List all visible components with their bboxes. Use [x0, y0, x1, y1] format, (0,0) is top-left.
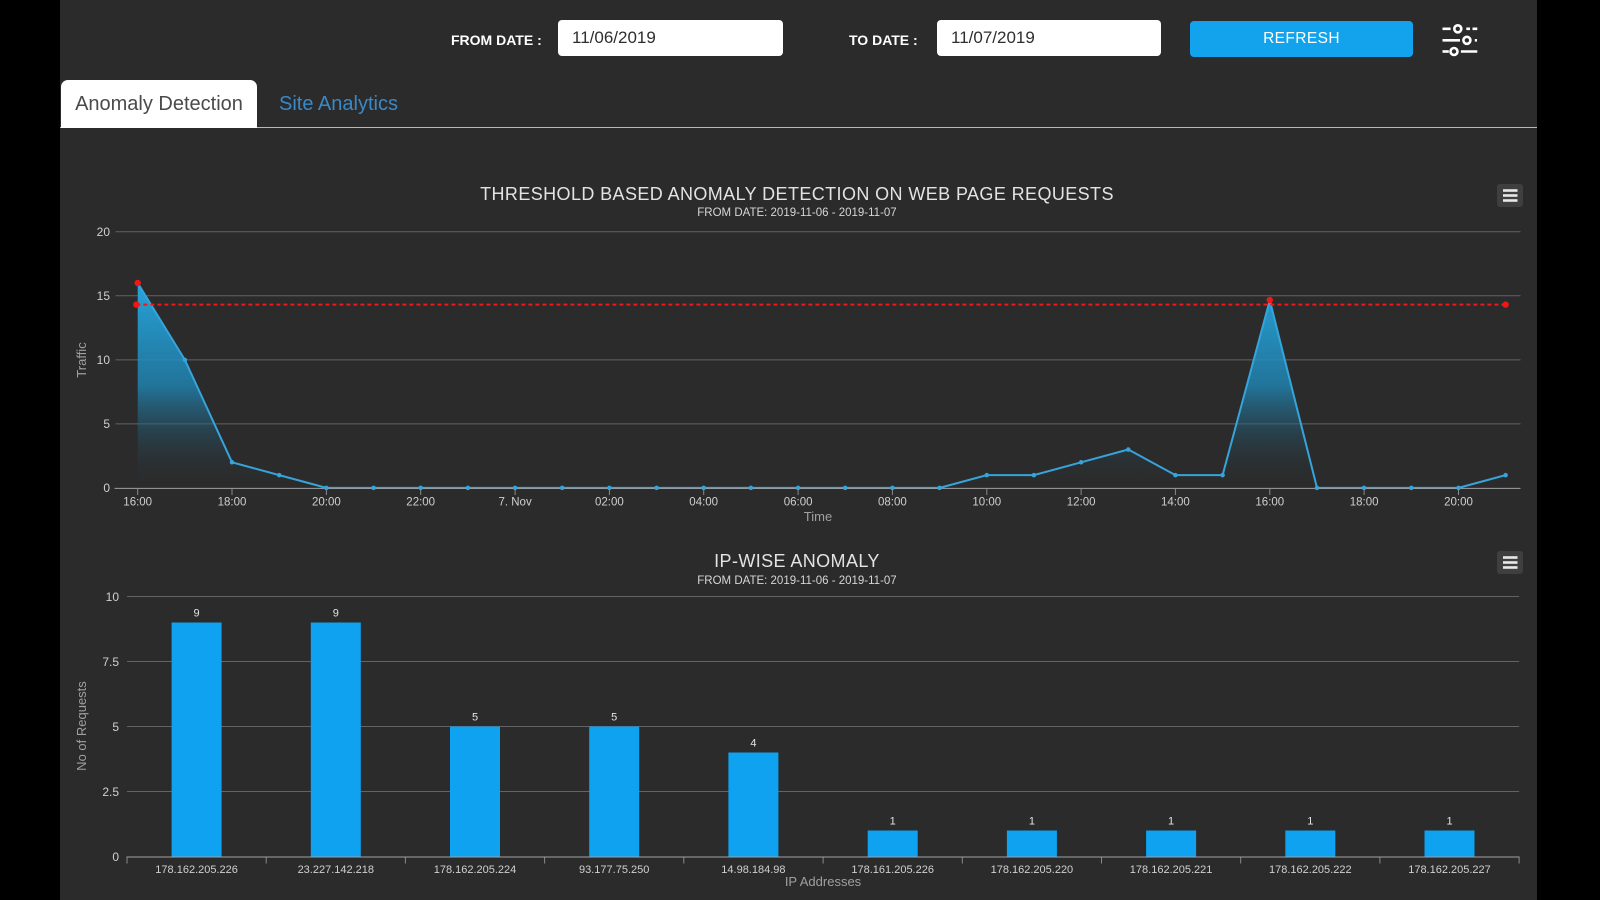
svg-text:18:00: 18:00 [218, 497, 247, 509]
svg-text:1: 1 [1168, 816, 1174, 828]
svg-text:178.162.205.226: 178.162.205.226 [155, 864, 238, 876]
svg-text:2.5: 2.5 [102, 785, 119, 799]
svg-text:178.162.205.224: 178.162.205.224 [434, 864, 517, 876]
svg-text:IP Addresses: IP Addresses [785, 874, 862, 889]
svg-text:10:00: 10:00 [972, 497, 1001, 509]
svg-text:20: 20 [97, 225, 111, 239]
svg-text:93.177.75.250: 93.177.75.250 [579, 864, 649, 876]
svg-text:12:00: 12:00 [1067, 497, 1096, 509]
svg-text:10: 10 [106, 590, 120, 604]
svg-text:178.162.205.222: 178.162.205.222 [1269, 864, 1352, 876]
svg-text:23.227.142.218: 23.227.142.218 [298, 864, 374, 876]
svg-text:1: 1 [1446, 816, 1452, 828]
svg-text:9: 9 [194, 608, 200, 620]
svg-text:4: 4 [750, 738, 756, 750]
svg-text:FROM DATE: 2019-11-06 - 2019-1: FROM DATE: 2019-11-06 - 2019-11-07 [697, 207, 896, 219]
svg-text:0: 0 [103, 481, 110, 495]
svg-text:04:00: 04:00 [689, 497, 718, 509]
svg-text:9: 9 [333, 608, 339, 620]
svg-text:FROM DATE: 2019-11-06 - 2019-1: FROM DATE: 2019-11-06 - 2019-11-07 [697, 575, 896, 587]
svg-text:18:00: 18:00 [1350, 497, 1379, 509]
svg-text:THRESHOLD BASED ANOMALY DETECT: THRESHOLD BASED ANOMALY DETECTION ON WEB… [480, 184, 1114, 204]
svg-text:178.162.205.220: 178.162.205.220 [991, 864, 1074, 876]
svg-text:20:00: 20:00 [1444, 497, 1473, 509]
svg-text:Time: Time [804, 509, 832, 524]
svg-text:0: 0 [112, 850, 119, 864]
svg-text:7. Nov: 7. Nov [498, 497, 531, 509]
svg-text:14:00: 14:00 [1161, 497, 1190, 509]
svg-text:5: 5 [112, 720, 119, 734]
svg-text:16:00: 16:00 [123, 497, 152, 509]
svg-text:20:00: 20:00 [312, 497, 341, 509]
svg-text:22:00: 22:00 [406, 497, 435, 509]
svg-text:16:00: 16:00 [1255, 497, 1284, 509]
svg-text:5: 5 [611, 712, 617, 724]
svg-text:178.162.205.221: 178.162.205.221 [1130, 864, 1213, 876]
svg-text:08:00: 08:00 [878, 497, 907, 509]
svg-text:1: 1 [1029, 816, 1035, 828]
svg-text:178.161.205.226: 178.161.205.226 [851, 864, 934, 876]
svg-text:7.5: 7.5 [102, 655, 119, 669]
svg-text:10: 10 [97, 353, 111, 367]
svg-text:178.162.205.227: 178.162.205.227 [1408, 864, 1491, 876]
svg-text:5: 5 [103, 417, 110, 431]
svg-text:06:00: 06:00 [784, 497, 813, 509]
svg-text:1: 1 [890, 816, 896, 828]
svg-text:Traffic: Traffic [74, 342, 89, 378]
svg-text:15: 15 [97, 289, 111, 303]
svg-text:1: 1 [1307, 816, 1313, 828]
svg-text:14.98.184.98: 14.98.184.98 [721, 864, 785, 876]
svg-text:02:00: 02:00 [595, 497, 624, 509]
svg-text:5: 5 [472, 712, 478, 724]
svg-text:No of Requests: No of Requests [74, 681, 89, 771]
svg-text:IP-WISE ANOMALY: IP-WISE ANOMALY [714, 551, 880, 571]
